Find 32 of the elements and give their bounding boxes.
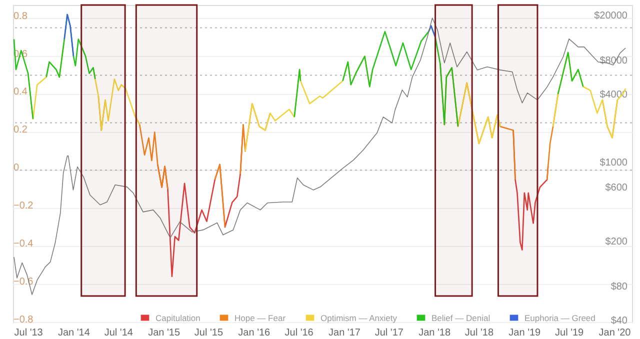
x-tick-label: Jan '14 [58, 328, 90, 338]
x-tick-label: Jan '15 [148, 328, 180, 338]
y2-tick-label: $80 [610, 281, 628, 292]
x-tick-label: Jan '17 [328, 328, 361, 338]
y2-tick-label: $40 [610, 315, 628, 326]
y-tick-label: −0.4 [14, 238, 34, 250]
x-tick-label: Jul '18 [464, 328, 494, 338]
y-tick-label: 0.4 [14, 86, 28, 98]
x-tick-label: Jan '16 [238, 328, 271, 338]
legend-label: Belief — Denial [432, 312, 490, 323]
legend-label: Euphoria — Greed [524, 312, 596, 323]
legend-label: Capitulation [156, 312, 201, 323]
y2-tick-label: $1000 [600, 157, 628, 168]
y2-tick-label: $20000 [594, 10, 628, 22]
x-tick-label: Jan '19 [508, 328, 542, 338]
x-tick-label: Jul '17 [374, 328, 404, 338]
x-tick-label: Jul '16 [284, 328, 314, 338]
y2-tick-label: $600 [605, 182, 628, 194]
y-tick-label: 0.8 [14, 10, 28, 22]
x-tick-label: Jul '19 [555, 328, 584, 338]
x-tick-label: Jan '18 [418, 328, 451, 338]
legend-label: Hope — Fear [234, 312, 286, 323]
y2-tick-label: $200 [605, 236, 628, 248]
x-tick-label: Jul '13 [14, 328, 44, 338]
line-series [14, 18, 626, 295]
y-tick-label: 0.2 [14, 124, 28, 136]
y-tick-label: −0.2 [14, 200, 34, 212]
legend-label: Optimism — Anxiety [320, 312, 398, 323]
x-tick-label: Jul '14 [104, 328, 134, 338]
x-tick-label: Jan '20 [598, 328, 632, 338]
y-tick-label: −0.8 [14, 314, 34, 326]
x-tick-label: Jul '15 [194, 328, 224, 338]
